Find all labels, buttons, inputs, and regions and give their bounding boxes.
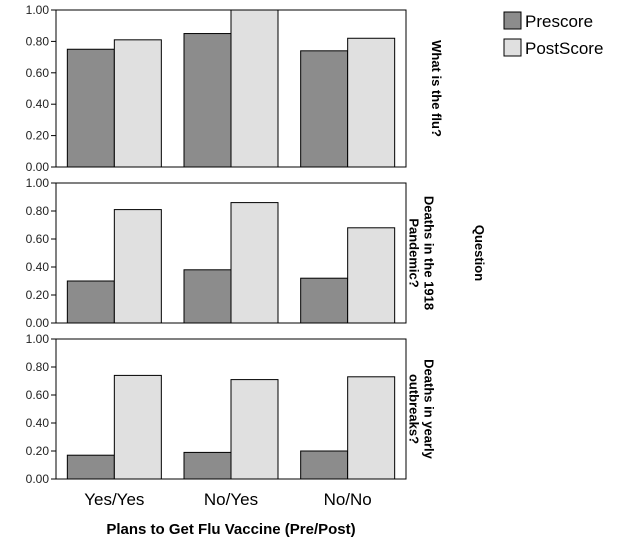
- y-tick-label: 0.60: [26, 232, 50, 246]
- bar-prescore-panel1-no-no: [300, 50, 349, 168]
- bar-prescore-panel3-no-yes: [183, 451, 232, 480]
- y-tick-label: 0.20: [26, 288, 50, 302]
- bar-prescore-panel2-no-yes: [183, 269, 232, 324]
- bar-prescore-panel1-no-yes: [183, 33, 232, 168]
- x-axis-categories: Yes/Yes No/Yes No/No: [84, 490, 372, 509]
- legend: Prescore PostScore: [503, 11, 603, 58]
- panel-2: 0.00 0.20 0.40 0.60 0.80 1.00 Deaths in the 19…: [26, 176, 437, 330]
- y-tick-label: 0.80: [26, 360, 50, 374]
- panel-frame: [55, 9, 407, 168]
- y-tick-label: 0.40: [26, 97, 50, 111]
- y-tick-label: 1.00: [26, 3, 50, 17]
- y-tick-label: 0.00: [26, 160, 50, 174]
- legend-label-prescore: Prescore: [525, 12, 593, 31]
- y-tick-label: 0.80: [26, 204, 50, 218]
- x-category-label: No/Yes: [204, 490, 258, 509]
- y-tick-label: 0.00: [26, 316, 50, 330]
- y-tick-label: 0.60: [26, 388, 50, 402]
- y-tick-label: 0.20: [26, 444, 50, 458]
- x-axis-label: Plans to Get Flu Vaccine (Pre/Post): [106, 521, 355, 538]
- bar-prescore-panel2-yes-yes: [66, 280, 115, 324]
- panel-label-2: Deaths in the 1918Pandemic?: [407, 196, 437, 310]
- legend-swatch-prescore: [503, 11, 522, 30]
- bar-prescore-panel3-no-no: [300, 450, 349, 480]
- facet-title: Question: [472, 225, 487, 281]
- y-tick-label: 0.40: [26, 416, 50, 430]
- panel-frame: [55, 338, 407, 480]
- panel-3: 0.00 0.20 0.40 0.60 0.80 1.00 Deaths in yearly…: [26, 332, 437, 486]
- bar-postscore-panel1-yes-yes: [113, 39, 162, 168]
- y-tick-label: 0.00: [26, 472, 50, 486]
- legend-label-postscore: PostScore: [525, 39, 603, 58]
- panel-frame: [55, 182, 407, 324]
- bar-prescore-panel1-yes-yes: [66, 48, 115, 168]
- bar-postscore-panel1-no-yes: [230, 9, 279, 168]
- bar-prescore-panel3-yes-yes: [66, 454, 115, 480]
- legend-swatch-postscore: [503, 38, 522, 57]
- bar-prescore-panel2-no-no: [300, 277, 349, 324]
- y-tick-label: 0.60: [26, 66, 50, 80]
- y-tick-label: 1.00: [26, 176, 50, 190]
- y-tick-label: 0.80: [26, 34, 50, 48]
- x-category-label: No/No: [324, 490, 372, 509]
- bar-postscore-panel3-no-yes: [230, 379, 279, 480]
- chart-panels: 0.00 0.20 0.40 0.60 0.80 1.00 What is the flu?…: [26, 3, 444, 486]
- bar-postscore-panel2-no-yes: [230, 202, 279, 324]
- bar-postscore-panel2-no-no: [347, 227, 396, 324]
- panel-label-3: Deaths in yearlyoutbreaks?: [407, 359, 437, 459]
- y-tick-label: 1.00: [26, 332, 50, 346]
- bar-postscore-panel2-yes-yes: [113, 209, 162, 324]
- x-category-label: Yes/Yes: [84, 490, 144, 509]
- y-tick-label: 0.40: [26, 260, 50, 274]
- bar-postscore-panel1-no-no: [347, 37, 396, 168]
- y-tick-label: 0.20: [26, 129, 50, 143]
- panel-label-1: What is the flu?: [429, 40, 444, 137]
- panel-1: 0.00 0.20 0.40 0.60 0.80 1.00 What is the flu?: [26, 3, 444, 174]
- bar-postscore-panel3-yes-yes: [113, 374, 162, 480]
- bar-postscore-panel3-no-no: [347, 376, 396, 480]
